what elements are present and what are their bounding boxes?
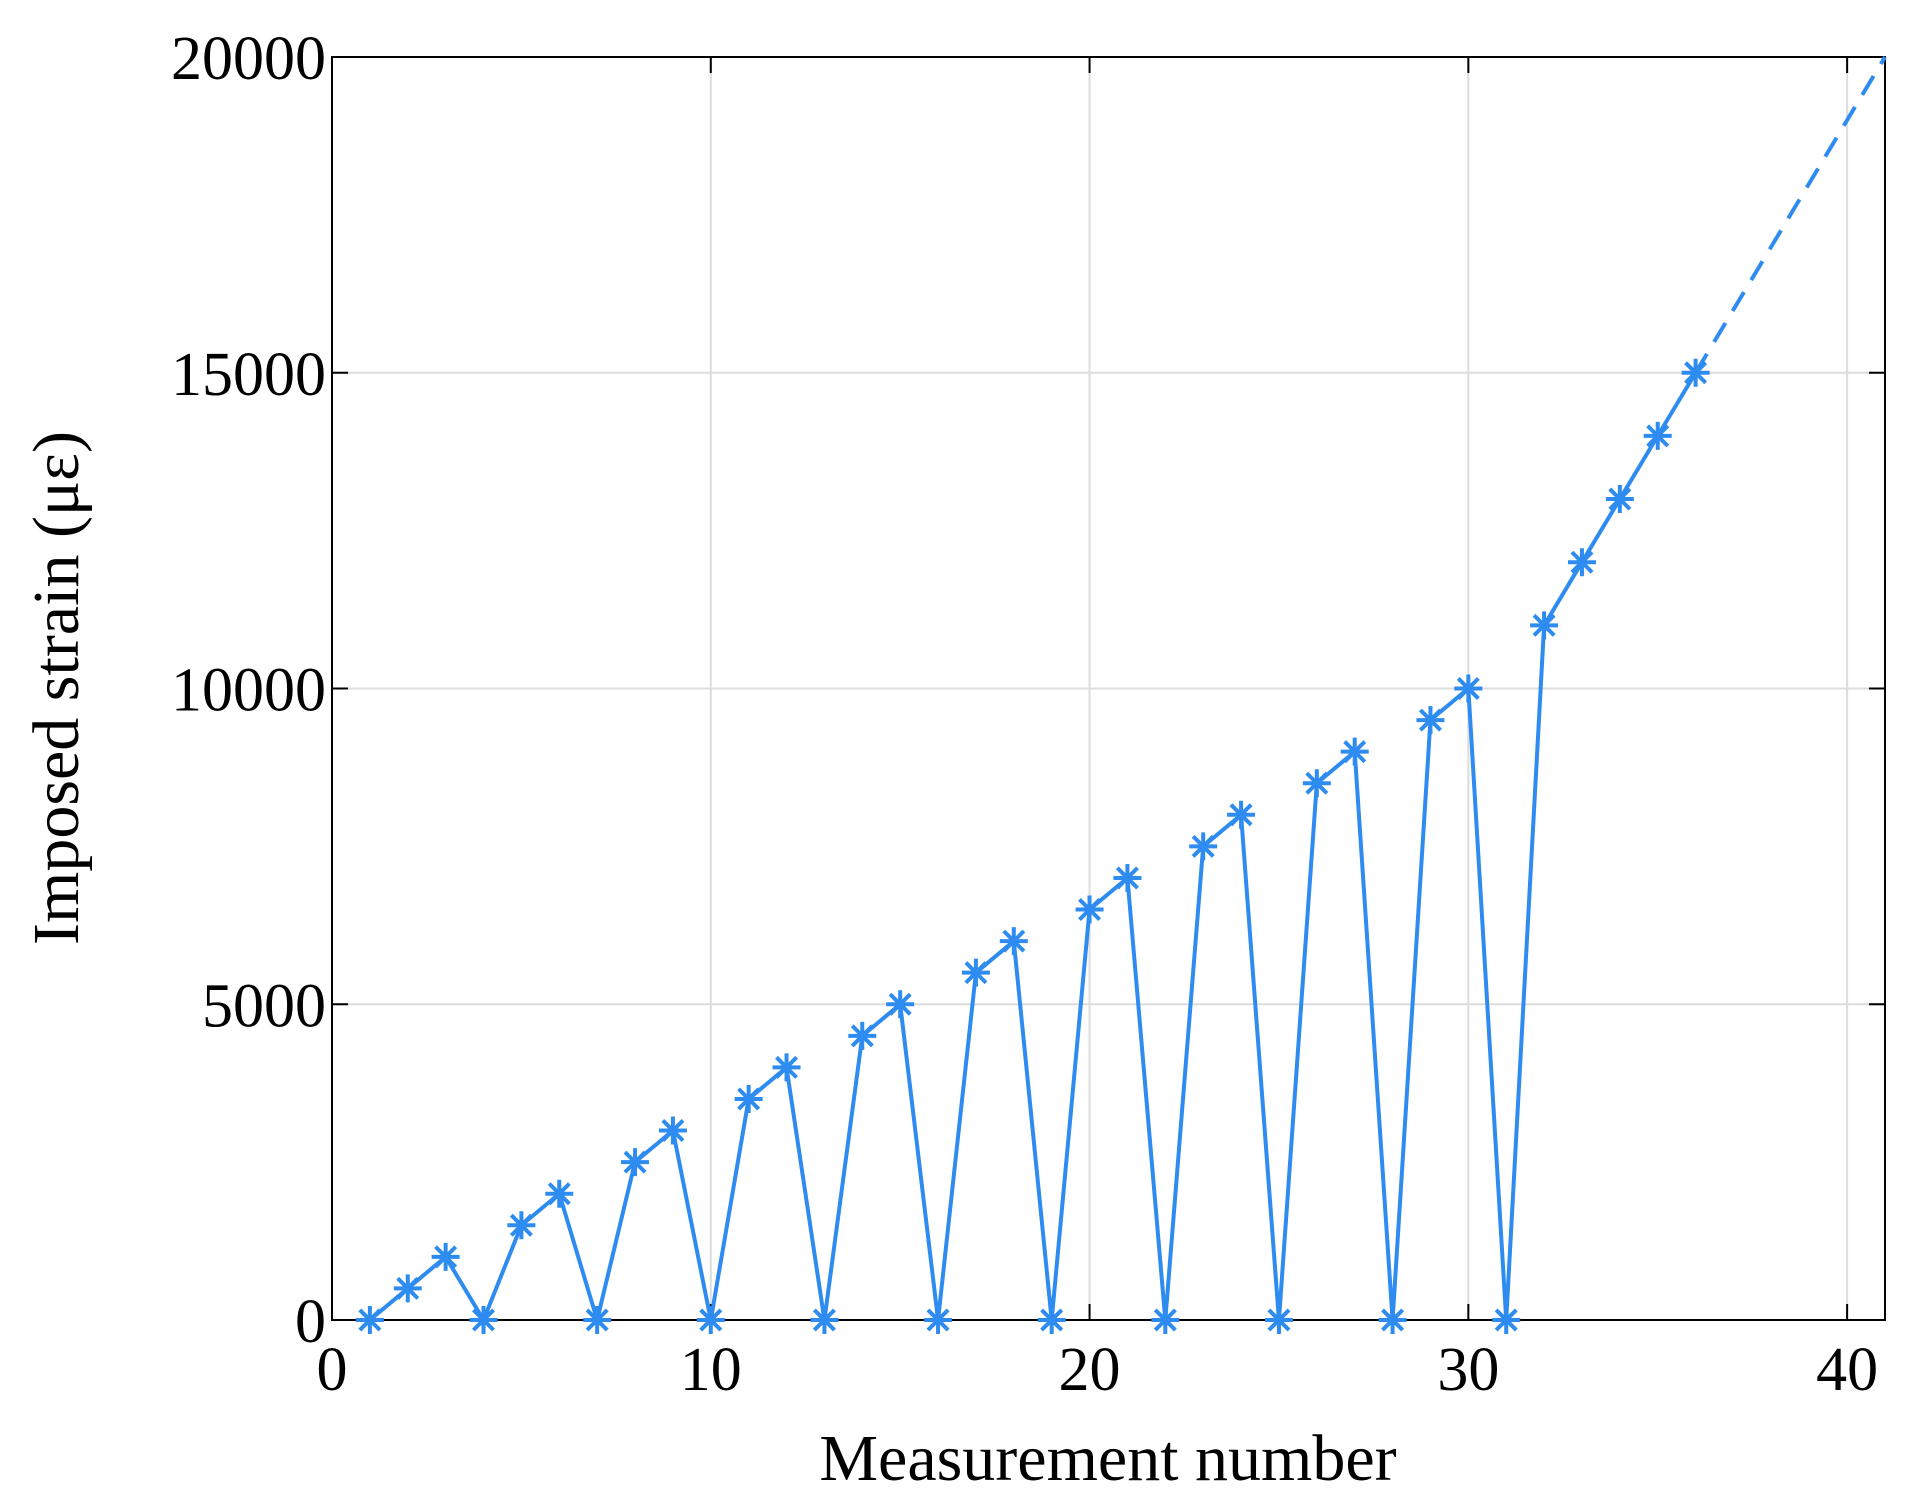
marker (1340, 737, 1369, 766)
marker (658, 1116, 687, 1145)
series-line (368, 371, 1698, 1328)
marker (1113, 863, 1142, 892)
marker (507, 1211, 536, 1240)
marker (469, 1306, 498, 1334)
x-tick-label: 30 (1437, 1336, 1499, 1404)
marker (961, 958, 990, 987)
x-tick-label: 10 (680, 1336, 742, 1404)
marker (1530, 611, 1559, 640)
marker (1567, 548, 1596, 577)
marker (545, 1179, 574, 1208)
x-tick-label: 40 (1816, 1336, 1878, 1404)
x-axis-label: Measurement number (819, 1422, 1396, 1495)
marker (1605, 485, 1634, 514)
marker (1075, 895, 1104, 924)
marker (848, 1021, 877, 1050)
marker (355, 1306, 384, 1334)
y-tick-label: 0 (295, 1288, 326, 1356)
series-line (1693, 55, 1887, 374)
marker (1454, 674, 1483, 703)
marker (1151, 1306, 1180, 1334)
marker (393, 1274, 422, 1303)
y-axis-label: Imposed strain (με) (20, 431, 93, 945)
marker (1037, 1306, 1066, 1334)
marker (431, 1242, 460, 1271)
y-tick-label: 10000 (171, 657, 326, 725)
marker (1492, 1306, 1521, 1334)
y-tick-label: 15000 (171, 341, 326, 409)
marker (583, 1306, 612, 1334)
marker (886, 990, 915, 1019)
y-tick-label: 20000 (171, 25, 326, 93)
marker (1264, 1306, 1293, 1334)
marker (1227, 800, 1256, 829)
marker (1643, 421, 1672, 450)
x-tick-label: 20 (1059, 1336, 1121, 1404)
x-tick-label: 0 (317, 1336, 348, 1404)
marker (1416, 706, 1445, 735)
y-tick-label: 5000 (202, 972, 326, 1040)
plot-frame (331, 56, 1886, 1321)
marker (734, 1084, 763, 1113)
marker (1189, 832, 1218, 861)
marker (621, 1148, 650, 1177)
marker (924, 1306, 953, 1334)
marker (999, 927, 1028, 956)
marker (772, 1053, 801, 1082)
marker (696, 1306, 725, 1334)
marker (1302, 769, 1331, 798)
marker (1378, 1306, 1407, 1334)
marker (810, 1306, 839, 1334)
